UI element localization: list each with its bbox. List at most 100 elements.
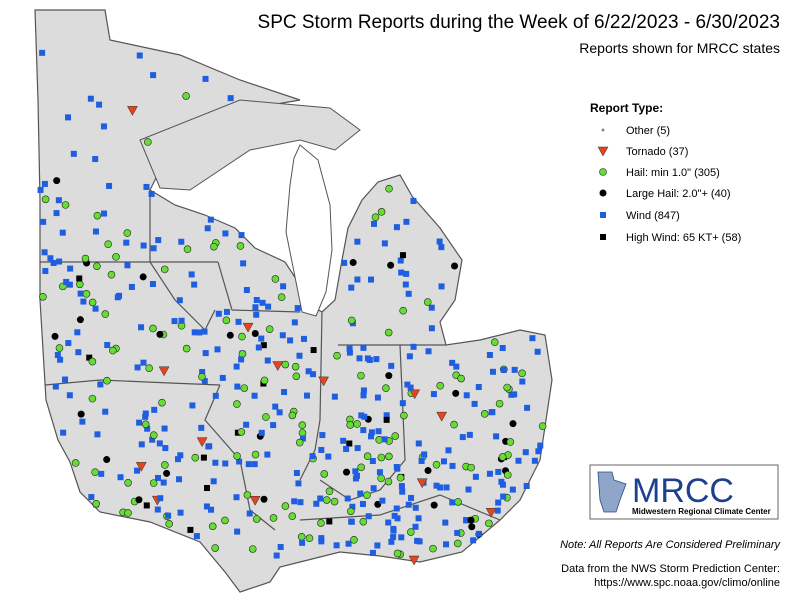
wind-marker xyxy=(100,123,107,130)
wind-marker xyxy=(227,95,234,102)
hail-marker xyxy=(211,544,219,552)
logo: MRCC Midwestern Regional Climate Center xyxy=(589,464,779,520)
wind-marker xyxy=(463,517,470,524)
wind-marker xyxy=(178,238,185,245)
wind-marker xyxy=(397,257,404,264)
hail-marker xyxy=(454,498,462,506)
wind-marker xyxy=(201,378,208,385)
wind-marker xyxy=(443,541,450,548)
wind-marker xyxy=(245,461,252,468)
wind-marker xyxy=(291,319,298,326)
hail-marker xyxy=(347,507,355,516)
wind-marker xyxy=(470,537,477,544)
wind-marker xyxy=(176,297,183,304)
wind-marker xyxy=(233,363,240,370)
wind-marker xyxy=(55,197,62,204)
wind-marker xyxy=(92,305,99,312)
high-wind-marker xyxy=(383,416,390,423)
wind-marker xyxy=(428,325,435,332)
wind-marker xyxy=(534,348,541,355)
wind-marker xyxy=(42,267,49,274)
wind-marker xyxy=(88,494,95,501)
wind-marker xyxy=(318,538,325,545)
wind-marker xyxy=(165,512,172,519)
hail-marker xyxy=(333,351,341,360)
wind-marker xyxy=(243,421,250,428)
wind-marker xyxy=(383,412,390,419)
logo-icon xyxy=(597,471,627,513)
hail-marker xyxy=(93,211,102,220)
wind-marker xyxy=(176,476,183,483)
hail-marker xyxy=(347,316,356,325)
wind-marker xyxy=(449,359,456,366)
wind-marker xyxy=(128,283,135,290)
hail-marker xyxy=(322,496,331,504)
wind-marker xyxy=(223,308,230,315)
wind-marker xyxy=(365,513,372,520)
wind-marker xyxy=(104,342,111,349)
wind-marker xyxy=(466,431,473,438)
hail-marker xyxy=(160,265,169,274)
wind-marker xyxy=(489,368,496,375)
wind-marker xyxy=(465,486,472,493)
wind-marker xyxy=(144,425,151,432)
wind-marker xyxy=(222,230,229,237)
hail-marker xyxy=(291,362,300,371)
wind-marker xyxy=(201,328,208,335)
hail-marker xyxy=(182,92,190,100)
wind-marker xyxy=(374,394,381,401)
tornado-marker xyxy=(436,411,448,422)
wind-marker xyxy=(414,537,421,544)
wind-marker xyxy=(297,499,304,506)
wind-marker xyxy=(264,357,271,364)
hail-marker xyxy=(92,499,101,508)
high-wind-marker xyxy=(86,354,93,361)
wind-marker xyxy=(222,460,229,467)
hail-marker xyxy=(103,376,111,385)
wind-marker xyxy=(234,528,241,535)
wind-marker xyxy=(98,470,105,477)
wind-marker xyxy=(404,381,411,388)
wind-marker xyxy=(102,408,109,415)
hail-marker xyxy=(88,357,97,366)
hail-marker xyxy=(236,242,245,250)
hail-marker xyxy=(498,453,507,461)
wind-marker xyxy=(410,343,417,350)
wind-marker xyxy=(136,419,143,426)
wind-marker xyxy=(453,363,460,370)
tornado-marker xyxy=(485,508,497,518)
wind-marker xyxy=(303,392,310,399)
wind-marker xyxy=(106,182,113,189)
wind-marker xyxy=(325,453,332,460)
wind-marker xyxy=(142,410,149,417)
hail-marker xyxy=(71,459,80,467)
wind-marker xyxy=(354,238,361,245)
wind-marker xyxy=(398,534,405,541)
wind-marker xyxy=(40,218,47,225)
hail-marker xyxy=(158,398,166,407)
legend-item: Other (5) xyxy=(626,125,670,137)
large-hail-marker xyxy=(77,410,85,418)
hail-marker xyxy=(271,275,280,283)
large-hail-marker xyxy=(139,273,147,281)
wind-marker xyxy=(495,499,502,506)
hail-marker xyxy=(436,381,444,390)
wind-marker xyxy=(160,479,167,486)
wind-marker xyxy=(174,456,181,463)
wind-marker xyxy=(140,359,147,366)
wind-marker xyxy=(390,534,397,541)
wind-marker xyxy=(376,469,383,476)
wind-marker xyxy=(531,457,538,464)
wind-marker xyxy=(522,449,529,456)
wind-marker xyxy=(405,501,412,508)
wind-marker xyxy=(37,186,44,193)
legend-item: Wind (847) xyxy=(626,210,680,222)
wind-marker xyxy=(287,337,294,344)
wind-marker xyxy=(161,425,168,432)
wind-marker xyxy=(368,276,375,283)
wind-marker xyxy=(162,445,169,452)
hail-marker xyxy=(330,497,339,506)
hail-marker xyxy=(393,549,402,558)
wind-marker xyxy=(255,344,262,351)
